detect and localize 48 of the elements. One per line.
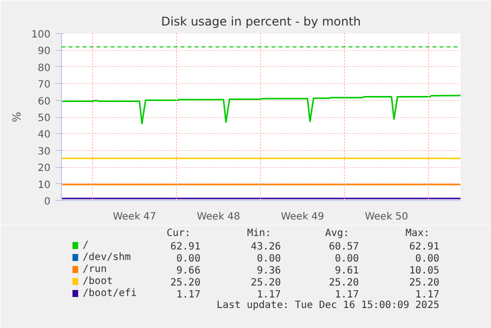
text: 9.36 bbox=[256, 266, 281, 276]
legend-label: /run bbox=[82, 264, 107, 275]
text: 60.57 bbox=[328, 242, 359, 252]
text: Cur: bbox=[166, 228, 191, 239]
y-tick-label: 100 bbox=[31, 30, 51, 40]
text: 25.20 bbox=[170, 278, 200, 288]
text: 62.91 bbox=[170, 242, 200, 252]
chart-title: Disk usage in percent - by month bbox=[161, 14, 361, 28]
text: 25.20 bbox=[328, 278, 359, 288]
y-tick-label: 0 bbox=[44, 196, 51, 208]
text: 1.17 bbox=[334, 290, 359, 300]
text: 10.05 bbox=[409, 266, 440, 276]
x-tick-label: Week 50 bbox=[364, 212, 408, 222]
text: 1.17 bbox=[256, 290, 281, 300]
y-tick-label: 90 bbox=[38, 46, 51, 58]
x-tick-label: Week 49 bbox=[280, 212, 324, 222]
text: 25.20 bbox=[250, 278, 281, 288]
x-tick-label: Week 48 bbox=[196, 212, 240, 222]
text: 62.91 bbox=[409, 242, 440, 252]
text: 9.66 bbox=[176, 266, 200, 276]
y-tick-label: 20 bbox=[38, 163, 51, 174]
legend-label: /boot bbox=[82, 276, 113, 287]
y-tick-label: 80 bbox=[38, 62, 51, 74]
text: 1.17 bbox=[176, 290, 200, 300]
y-axis-title: % bbox=[10, 112, 24, 122]
legend-label: /dev/shm bbox=[82, 252, 131, 263]
text: Max: bbox=[406, 228, 430, 239]
legend-label: / bbox=[82, 240, 89, 251]
text: 43.26 bbox=[250, 242, 281, 252]
line-series bbox=[62, 94, 460, 124]
text: 9.61 bbox=[334, 266, 359, 276]
text: 25.20 bbox=[409, 278, 440, 288]
y-tick-label: 30 bbox=[38, 146, 51, 158]
y-tick-label: 70 bbox=[38, 80, 51, 91]
text: 0.00 bbox=[176, 254, 200, 264]
legend-label: /boot/efi bbox=[82, 288, 137, 299]
text: Min: bbox=[247, 228, 272, 239]
text: 0.00 bbox=[256, 254, 281, 264]
y-tick-label: 50 bbox=[38, 113, 51, 124]
text: Last update: Tue Dec 16 15:00:09 2025 bbox=[216, 300, 440, 311]
text: 0.00 bbox=[334, 254, 359, 264]
y-tick-label: 40 bbox=[38, 130, 51, 141]
x-tick-label: Week 47 bbox=[112, 212, 156, 222]
y-tick-label: 10 bbox=[38, 180, 51, 191]
y-tick-label: 60 bbox=[38, 96, 51, 108]
text: 1.17 bbox=[415, 290, 440, 300]
text: 0.00 bbox=[415, 254, 440, 264]
text: Avg: bbox=[325, 228, 350, 239]
